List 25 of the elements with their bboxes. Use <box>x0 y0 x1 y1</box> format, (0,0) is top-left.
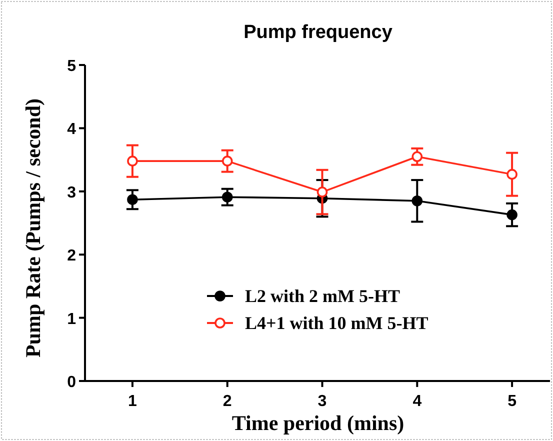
point <box>412 151 423 162</box>
y-tick-label: 1 <box>67 310 76 328</box>
y-tick-label: 2 <box>67 248 76 265</box>
legend-label: L4+1 with 10 mM 5-HT <box>245 313 428 333</box>
chart-title: Pump frequency <box>244 22 393 43</box>
x-tick-label: 4 <box>412 393 422 410</box>
point <box>222 156 233 166</box>
point <box>506 209 518 220</box>
x-tick-label: 2 <box>222 393 232 410</box>
y-tick-label: 4 <box>67 121 76 138</box>
x-tick-label: 3 <box>318 393 327 410</box>
x-tick-label: 5 <box>508 393 517 410</box>
point <box>506 168 518 180</box>
y-tick-label: 5 <box>67 58 76 75</box>
y-axis-title: Pump Rate (Pumps / second) <box>21 98 45 358</box>
point <box>412 195 423 206</box>
point <box>127 156 138 166</box>
x-tick-label: 1 <box>128 393 137 410</box>
y-tick-label: 3 <box>67 184 76 202</box>
point <box>222 192 233 202</box>
y-tick-label: 0 <box>67 374 76 391</box>
point <box>127 194 138 206</box>
x-axis-title: Time period (mins) <box>232 411 404 435</box>
point <box>316 186 328 198</box>
legend-label: L2 with 2 mM 5-HT <box>245 286 400 306</box>
